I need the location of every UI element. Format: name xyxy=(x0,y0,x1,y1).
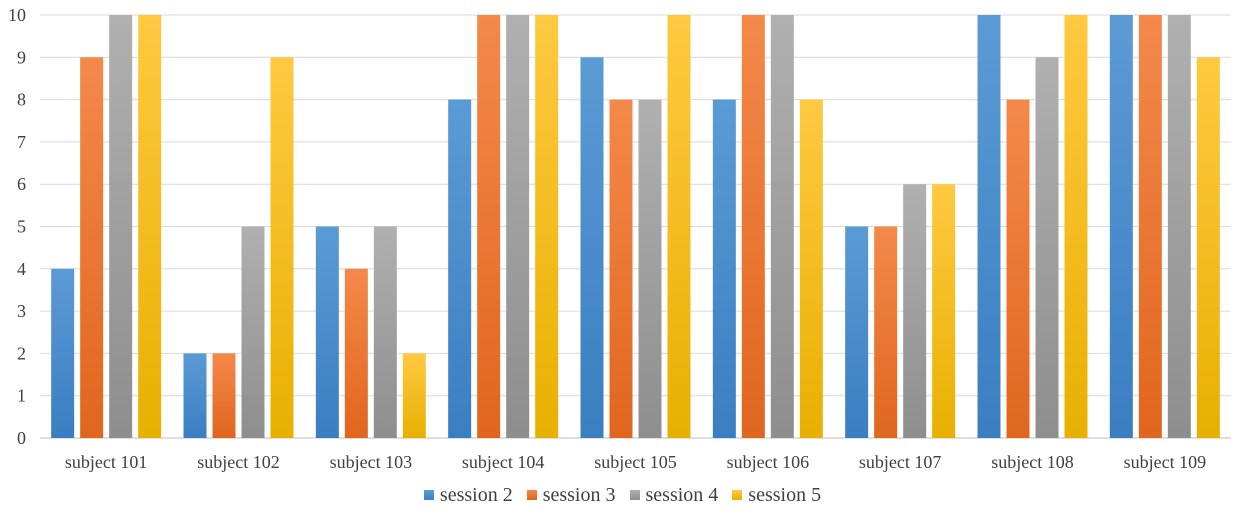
x-tick-label: subject 107 xyxy=(859,452,942,472)
x-tick-label: subject 103 xyxy=(330,452,413,472)
bar-session-2-subject-107 xyxy=(845,226,869,438)
y-tick-label: 3 xyxy=(17,301,26,321)
legend-item: session 4 xyxy=(629,483,719,507)
bar-session-4-subject-108 xyxy=(1035,57,1059,439)
bar-session-3-subject-105 xyxy=(609,99,633,438)
bar-session-3-subject-106 xyxy=(741,15,765,438)
x-tick-label: subject 101 xyxy=(65,452,148,472)
x-tick-label: subject 108 xyxy=(991,452,1074,472)
y-tick-label: 1 xyxy=(17,386,26,406)
bar-session-4-subject-105 xyxy=(638,99,662,438)
y-axis: 0 1 2 3 4 5 6 7 8 9 10 xyxy=(8,5,26,448)
bar-session-2-subject-102 xyxy=(183,353,207,438)
legend: session 2 session 3 session 4 session 5 xyxy=(0,481,1245,509)
y-tick-label: 9 xyxy=(17,47,26,67)
legend-item: session 3 xyxy=(526,483,616,507)
y-tick-label: 0 xyxy=(17,428,26,448)
bar-session-4-subject-102 xyxy=(241,226,265,438)
bar-session-2-subject-105 xyxy=(580,57,604,439)
bar-session-3-subject-101 xyxy=(80,57,104,439)
x-tick-label: subject 105 xyxy=(594,452,677,472)
bar-session-5-subject-102 xyxy=(270,57,294,439)
bar-session-5-subject-105 xyxy=(667,15,691,438)
bar-session-2-subject-108 xyxy=(977,15,1001,438)
bar-session-5-subject-104 xyxy=(535,15,559,438)
legend-label: session 3 xyxy=(542,483,616,506)
bar-session-2-subject-104 xyxy=(448,99,472,438)
bar-session-2-subject-103 xyxy=(315,226,339,438)
legend-swatch xyxy=(423,490,434,500)
bar-session-5-subject-109 xyxy=(1196,57,1220,439)
bar-session-2-subject-101 xyxy=(51,268,75,438)
legend-swatch xyxy=(732,490,743,500)
bar-session-5-subject-107 xyxy=(932,184,956,438)
y-tick-label: 8 xyxy=(17,90,26,110)
legend-label: session 4 xyxy=(645,483,719,506)
bar-session-5-subject-101 xyxy=(138,15,162,438)
legend-swatch xyxy=(629,490,640,500)
y-tick-label: 2 xyxy=(17,343,26,363)
gridlines xyxy=(40,14,1231,439)
y-tick-label: 7 xyxy=(17,132,26,152)
bar-session-3-subject-104 xyxy=(477,15,501,438)
bar-session-3-subject-102 xyxy=(212,353,236,438)
y-tick-label: 4 xyxy=(17,259,26,279)
bar-session-4-subject-103 xyxy=(373,226,397,438)
x-tick-label: subject 106 xyxy=(727,452,810,472)
bar-session-4-subject-106 xyxy=(770,15,794,438)
bar-session-4-subject-107 xyxy=(903,184,927,438)
y-tick-label: 6 xyxy=(17,174,26,194)
x-axis: subject 101 subject 102 subject 103 subject… xyxy=(65,452,1206,472)
legend-swatch xyxy=(526,490,537,500)
bar-session-2-subject-109 xyxy=(1109,15,1133,438)
bar-session-3-subject-109 xyxy=(1138,15,1162,438)
bar-session-4-subject-101 xyxy=(109,15,133,438)
legend-label: session 5 xyxy=(748,483,822,506)
bar-session-5-subject-103 xyxy=(402,353,426,438)
x-tick-label: subject 109 xyxy=(1124,452,1207,472)
bar-session-4-subject-109 xyxy=(1167,15,1191,438)
x-tick-label: subject 104 xyxy=(462,452,545,472)
bar-session-2-subject-106 xyxy=(712,99,736,438)
bar-session-3-subject-107 xyxy=(874,226,898,438)
legend-item: session 2 xyxy=(423,483,513,507)
bar-session-4-subject-104 xyxy=(506,15,530,438)
x-tick-label: subject 102 xyxy=(197,452,280,472)
y-tick-label: 5 xyxy=(17,217,26,237)
legend-item: session 5 xyxy=(732,484,821,507)
bar-session-5-subject-106 xyxy=(799,99,823,438)
y-tick-label: 10 xyxy=(8,5,26,25)
bar-session-3-subject-103 xyxy=(344,268,368,438)
bar-session-3-subject-108 xyxy=(1006,99,1030,438)
legend-label: session 2 xyxy=(439,483,513,506)
bars xyxy=(51,15,1220,439)
bar-session-5-subject-108 xyxy=(1064,15,1088,438)
